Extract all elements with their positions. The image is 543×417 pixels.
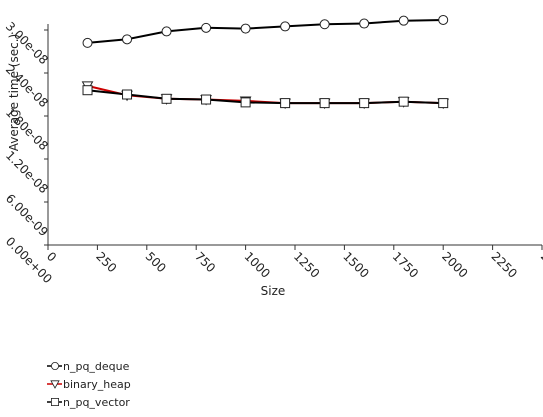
data-point-square xyxy=(280,98,291,109)
x-tick-label: 1000 xyxy=(241,249,272,280)
series-n_pq_deque xyxy=(82,14,449,48)
data-point-circle xyxy=(82,37,93,48)
data-point-circle xyxy=(161,26,172,37)
x-tick-label: 2500 xyxy=(538,249,543,280)
series-n_pq_vector xyxy=(82,85,449,109)
x-tick-label: 0 xyxy=(44,249,59,264)
legend-label: binary_heap xyxy=(63,378,131,391)
x-axis-label: Size xyxy=(261,284,286,298)
x-tick-label: 250 xyxy=(93,249,119,275)
legend-label: n_pq_deque xyxy=(63,360,130,373)
chart-ticks: 0 250 500 750 1000 1250 1500 1750 2000 2250 25000.… xyxy=(3,19,543,286)
data-point-square xyxy=(398,96,409,107)
data-point-circle xyxy=(359,18,370,29)
data-point-square xyxy=(438,98,449,109)
data-point-square xyxy=(161,93,172,104)
data-point-square xyxy=(201,94,212,105)
x-tick-label: 1500 xyxy=(340,249,371,280)
chart-legend: n_pq_deque binary_heap n_pq_vector xyxy=(47,360,131,409)
y-tick-label: 1.20e-08 xyxy=(3,148,51,196)
data-point-square xyxy=(240,97,251,108)
data-point-square xyxy=(51,397,60,406)
x-tick-label: 2250 xyxy=(488,249,519,280)
data-point-circle xyxy=(122,34,133,45)
data-point-square xyxy=(82,85,93,96)
x-tick-label: 500 xyxy=(143,249,169,275)
legend-item-n_pq_deque: n_pq_deque xyxy=(47,360,130,373)
x-tick-label: 1250 xyxy=(291,249,322,280)
x-tick-label: 750 xyxy=(192,249,218,275)
data-point-circle xyxy=(438,14,449,25)
data-point-circle xyxy=(319,19,330,30)
data-point-circle xyxy=(240,23,251,34)
y-axis-label: Average time (sec.) xyxy=(7,34,21,151)
data-point-circle xyxy=(51,361,60,370)
data-point-square xyxy=(122,89,133,100)
y-tick-label: 6.00e-09 xyxy=(3,191,51,239)
x-tick-label: 1750 xyxy=(390,249,421,280)
series-line xyxy=(87,84,444,105)
data-point-triangle xyxy=(50,380,60,389)
chart-series xyxy=(81,14,450,110)
legend-item-n_pq_vector: n_pq_vector xyxy=(47,396,130,409)
chart-axes xyxy=(47,24,542,246)
data-point-circle xyxy=(201,22,212,33)
x-tick-label: 2000 xyxy=(439,249,470,280)
data-point-square xyxy=(359,98,370,109)
legend-item-binary_heap: binary_heap xyxy=(47,378,131,391)
data-point-circle xyxy=(398,15,409,26)
legend-label: n_pq_vector xyxy=(63,396,130,409)
series-line xyxy=(87,89,444,105)
series-line xyxy=(87,19,444,44)
data-point-circle xyxy=(280,21,291,32)
data-point-square xyxy=(319,98,330,109)
